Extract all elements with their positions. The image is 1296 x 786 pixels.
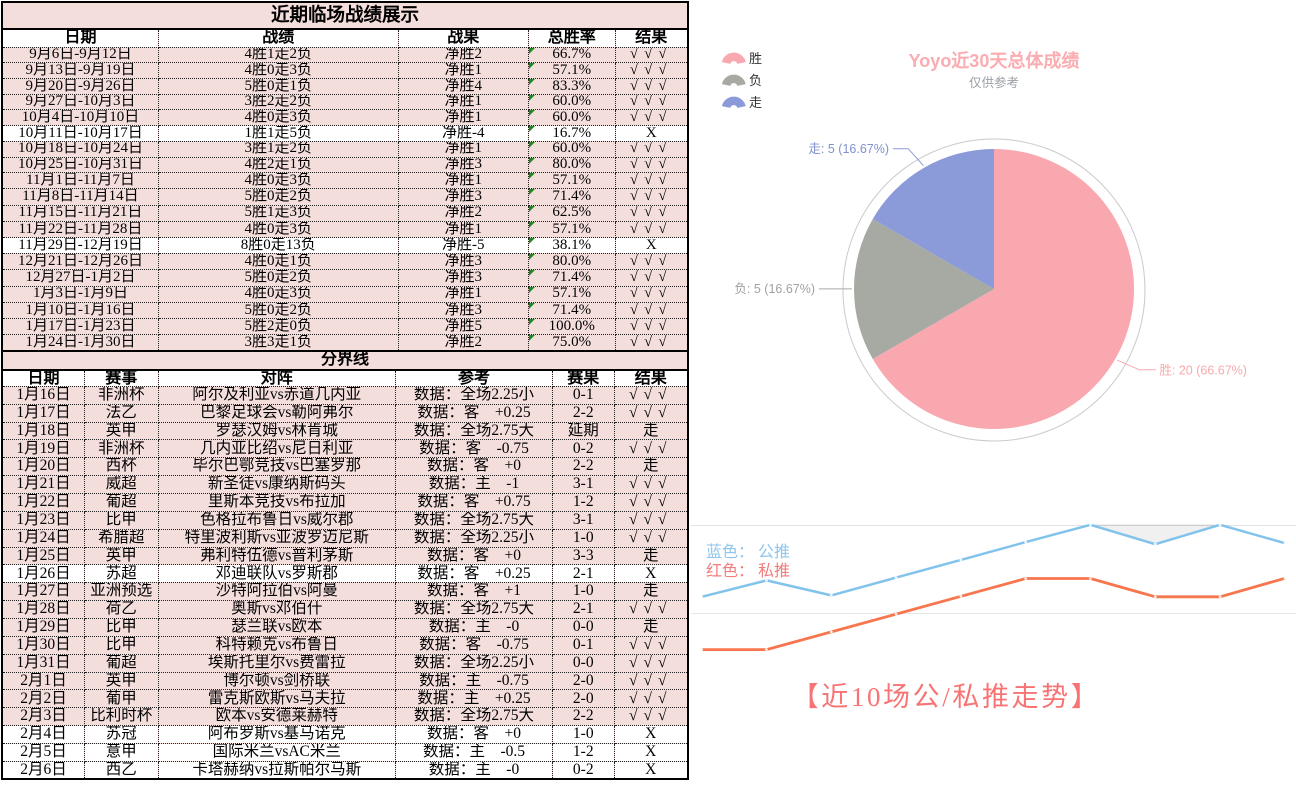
svg-text:红色： 私推: 红色： 私推 [706,562,790,580]
svg-text:胜: 20 (66.67%): 胜: 20 (66.67%) [1159,363,1247,378]
svg-text:蓝色： 公推: 蓝色： 公推 [706,543,790,561]
svg-text:仅供参考: 仅供参考 [969,75,1019,90]
svg-text:负: 5 (16.67%): 负: 5 (16.67%) [734,282,815,296]
svg-text:走: 走 [749,95,762,110]
svg-text:【近10场公/私推走势】: 【近10场公/私推走势】 [792,682,1101,712]
svg-text:负: 负 [749,73,762,88]
svg-text:走: 5 (16.67%): 走: 5 (16.67%) [808,142,889,156]
svg-text:Yoyo近30天总体成绩: Yoyo近30天总体成绩 [909,50,1080,71]
svg-text:胜: 胜 [749,51,762,66]
